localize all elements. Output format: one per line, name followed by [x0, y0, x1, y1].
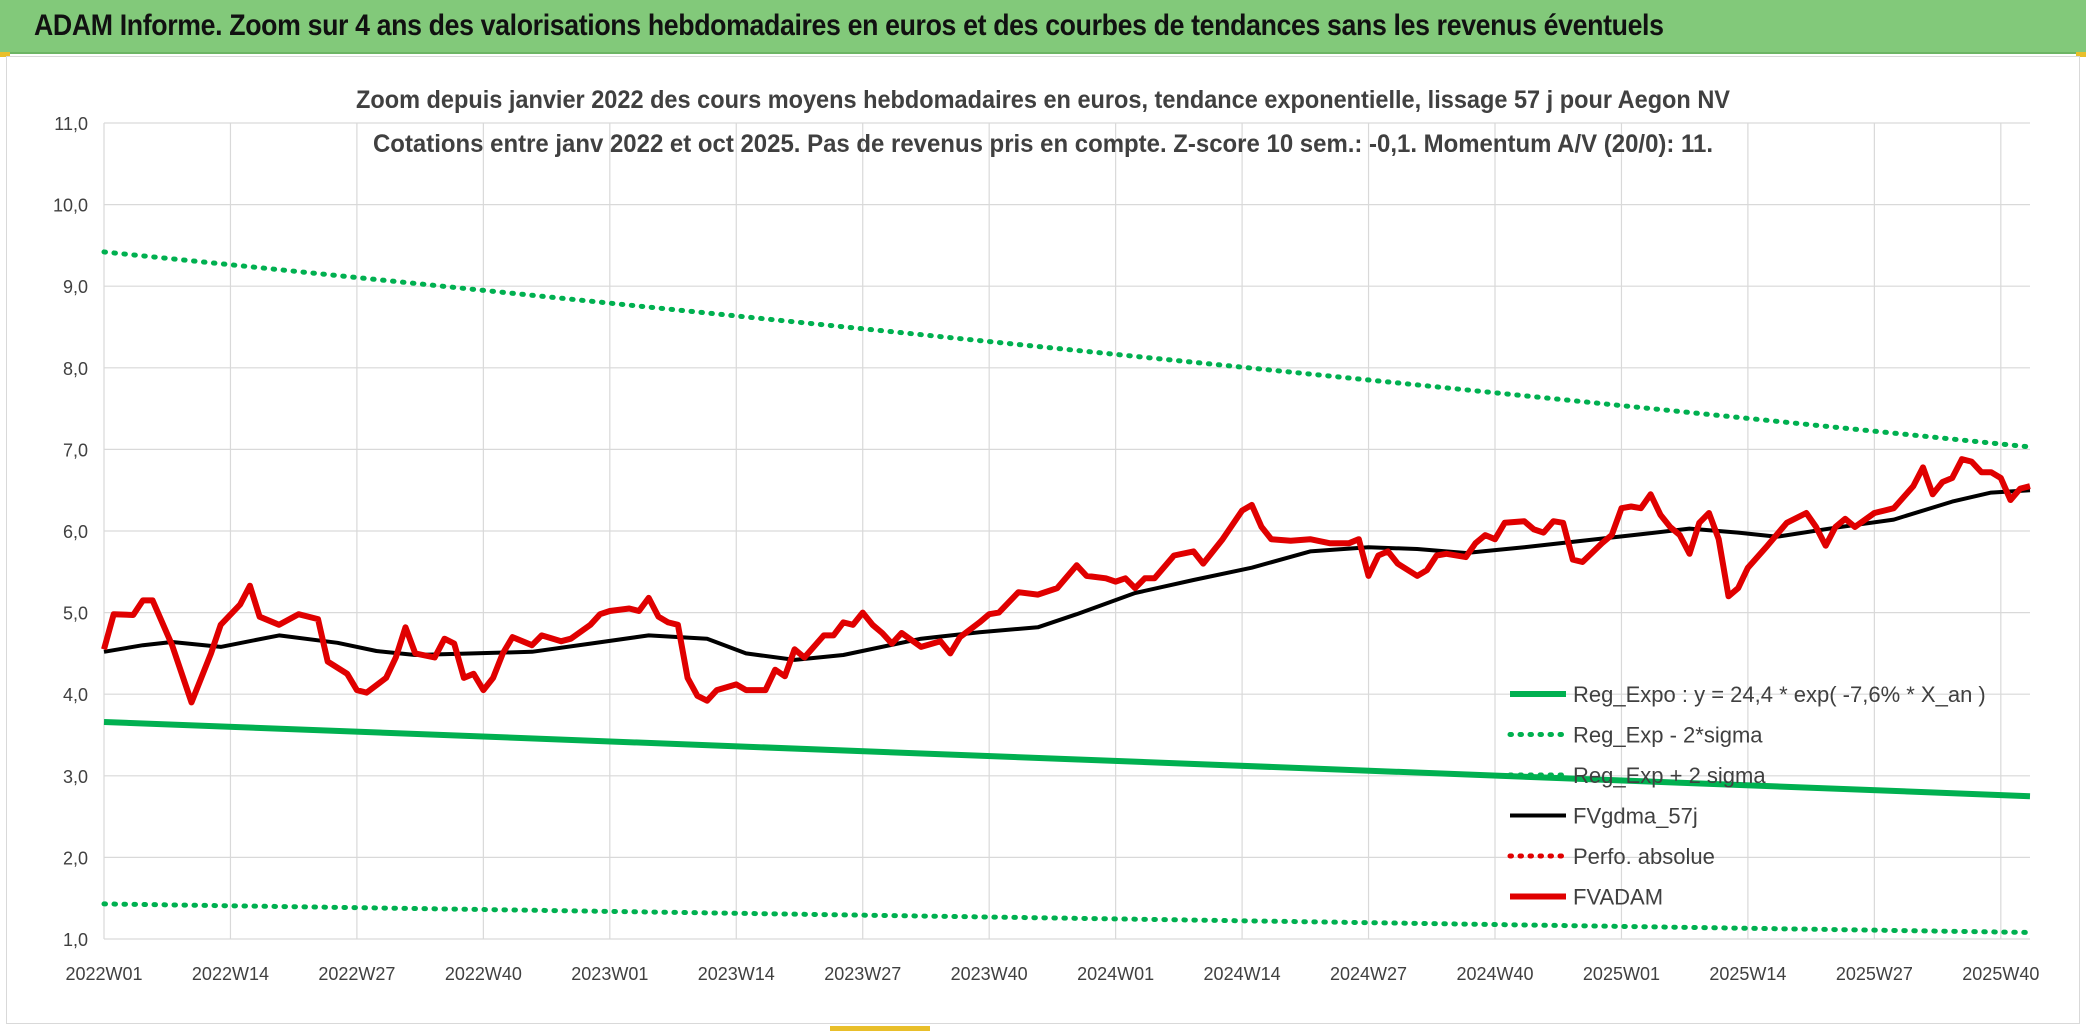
legend: Reg_Expo : y = 24,4 * exp( -7,6% * X_an … — [1507, 682, 1986, 910]
x-axis-labels: 2022W01 2022W14 2022W27 2022W40 2023W01 2023W… — [65, 964, 2039, 984]
x-tick-label: 2022W01 — [65, 964, 142, 984]
x-tick-label: 2022W40 — [445, 964, 522, 984]
x-tick-label: 2025W01 — [1583, 964, 1660, 984]
series-line-reg-exp-2-sigma — [101, 249, 2033, 450]
x-tick-label: 2023W01 — [571, 964, 648, 984]
y-tick-label: 2,0 — [63, 848, 88, 868]
x-tick-label: 2023W14 — [698, 964, 775, 984]
x-tick-label: 2024W27 — [1330, 964, 1407, 984]
banner-title: ADAM Informe. Zoom sur 4 ans des valoris… — [34, 9, 1664, 42]
legend-label-reg-expo-y-24-4-exp-7-6-x-an: Reg_Expo : y = 24,4 * exp( -7,6% * X_an … — [1573, 682, 1986, 707]
chart-frame — [6, 56, 2080, 1024]
y-tick-label: 1,0 — [63, 930, 88, 950]
series-line-fvadam — [101, 456, 2031, 706]
y-tick-label: 7,0 — [63, 440, 88, 460]
series-layer — [101, 249, 2033, 935]
bottom-accent — [830, 1026, 930, 1031]
y-axis-labels: 1,0 2,0 3,0 4,0 5,0 6,0 7,0 8,0 9,0 10,0 11,0 — [53, 114, 88, 950]
legend-label-reg-exp-2-sigma: Reg_Exp - 2*sigma — [1573, 723, 1763, 748]
chart-title-line-1: Zoom depuis janvier 2022 des cours moyen… — [356, 86, 1730, 114]
y-tick-label: 10,0 — [53, 196, 88, 216]
legend-label-fvgdma-57j: FVgdma_57j — [1573, 804, 1698, 829]
series-line-fvgdma-57j — [103, 488, 2031, 662]
y-tick-label: 5,0 — [63, 604, 88, 624]
x-tick-label: 2022W14 — [192, 964, 269, 984]
y-tick-label: 8,0 — [63, 359, 88, 379]
legend-label-perfo-absolue: Perfo. absolue — [1573, 844, 1715, 869]
y-gridlines — [104, 122, 2030, 940]
y-tick-label: 11,0 — [54, 114, 88, 134]
y-tick-label: 6,0 — [63, 522, 88, 542]
x-tick-label: 2025W40 — [1962, 964, 2039, 984]
x-tick-label: 2024W01 — [1077, 964, 1154, 984]
corner-accent-right — [2076, 52, 2086, 57]
legend-label-reg-exp-2-sigma: Reg_Exp + 2 sigma — [1573, 763, 1766, 788]
y-tick-label: 3,0 — [63, 767, 88, 787]
legend-label-fvadam: FVADAM — [1573, 885, 1663, 910]
x-tick-label: 2025W27 — [1836, 964, 1913, 984]
x-tick-label: 2022W27 — [318, 964, 395, 984]
series-line-reg-exp-2-sigma — [101, 901, 2033, 935]
corner-accent-left — [0, 52, 10, 57]
x-tick-label: 2024W40 — [1456, 964, 1533, 984]
title-banner: ADAM Informe. Zoom sur 4 ans des valoris… — [0, 0, 2086, 54]
series-line-reg-expo-y-24-4-exp-7-6-x-an — [103, 718, 2031, 800]
x-tick-label: 2024W14 — [1204, 964, 1281, 984]
x-tick-label: 2025W14 — [1709, 964, 1786, 984]
y-tick-label: 4,0 — [63, 685, 88, 705]
x-tick-label: 2023W27 — [824, 964, 901, 984]
chart-title-line-2: Cotations entre janv 2022 et oct 2025. P… — [373, 130, 1713, 158]
x-tick-label: 2023W40 — [951, 964, 1028, 984]
y-tick-label: 9,0 — [63, 277, 88, 297]
x-gridlines — [103, 123, 2002, 939]
